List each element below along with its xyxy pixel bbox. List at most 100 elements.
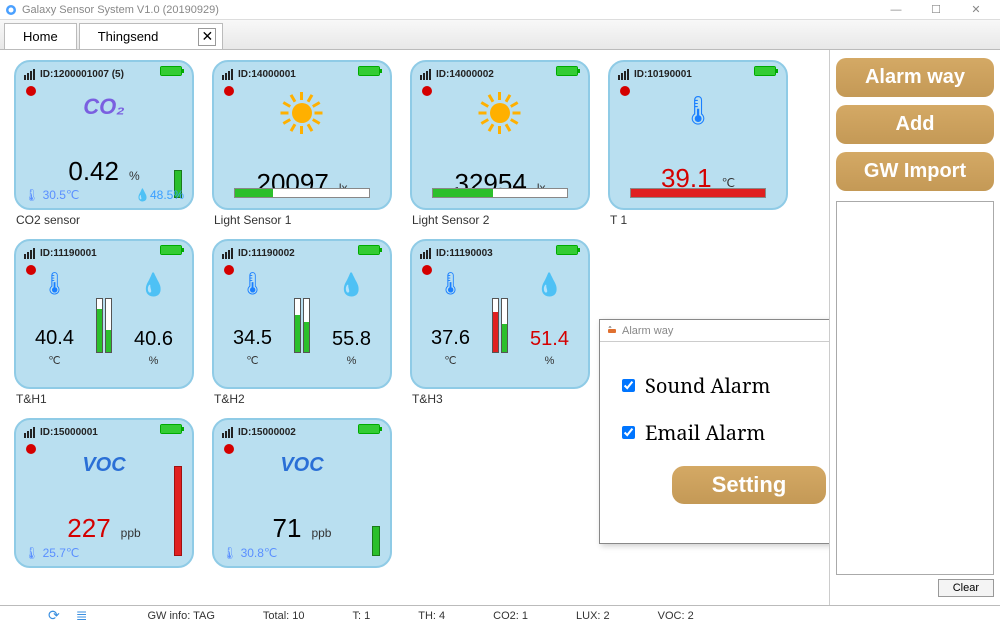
sensor-label: Light Sensor 2 [412,213,590,227]
sensor-id: ID:14000002 [436,69,494,80]
sensor-id: ID:11190002 [238,248,295,259]
hum-value: 40.6 [134,328,173,351]
sensor-label: CO2 sensor [16,213,194,227]
refresh-icon[interactable]: ⟳ [48,607,60,624]
tab-bar: Home Thingsend ✕ [0,20,1000,50]
sensor-card[interactable]: ID:11190002🌡34.5℃💧55.8% [212,239,392,389]
email-alarm-option[interactable]: Email Alarm [622,419,829,446]
temp-bar [294,298,301,353]
hum-bar [501,298,508,353]
sensor-card[interactable]: ID:1400000232954lx [410,60,590,210]
close-button[interactable]: ✕ [956,3,996,16]
thermometer-icon: 🌡 [35,271,74,297]
sensor-card[interactable]: ID:11190003🌡37.6℃💧51.4% [410,239,590,389]
sub-temp: 🌡 25.7℃ [24,546,79,560]
status-voc: VOC: 2 [658,610,694,622]
thermometer-icon: 🌡 [618,94,778,127]
sound-alarm-checkbox[interactable] [622,379,635,392]
email-alarm-label: Email Alarm [645,419,765,446]
battery-icon [160,66,182,76]
status-t: T: 1 [353,610,371,622]
status-dot-icon [26,86,36,96]
sound-alarm-option[interactable]: Sound Alarm [622,372,829,399]
tab-thingsend[interactable]: Thingsend ✕ [79,23,224,49]
status-lux: LUX: 2 [576,610,610,622]
sensor-id: ID:11190003 [436,248,493,259]
sound-alarm-label: Sound Alarm [645,372,770,399]
side-log-panel [836,201,994,575]
battery-icon [358,245,380,255]
hum-bar [105,298,112,353]
alarm-way-button[interactable]: Alarm way [836,58,994,97]
tab-home-label: Home [23,29,58,44]
sub-temp: 🌡 30.8℃ [222,546,277,560]
thermometer-icon: 🌡 [233,271,272,297]
sensor-id: ID:15000001 [40,427,98,438]
status-dot-icon [224,265,234,275]
temp-value: 37.6 [431,327,470,350]
thermometer-icon: 🌡 [431,271,470,297]
gw-import-button[interactable]: GW Import [836,152,994,191]
progress-bar [234,188,370,198]
sub-hum: 💧48.5% [135,188,184,202]
status-co2: CO2: 1 [493,610,528,622]
side-panel: Alarm way Add GW Import Clear [829,50,1000,605]
sensor-id: ID:10190001 [634,69,692,80]
sensor-label: T&H1 [16,392,194,406]
battery-icon [556,66,578,76]
sensor-type-label: VOC [222,454,382,477]
minimize-button[interactable]: — [876,4,916,16]
dialog-titlebar: Alarm way ✕ [600,320,829,342]
temp-value: 40.4 [35,327,74,350]
tab-home[interactable]: Home [4,23,77,49]
java-icon [606,323,618,338]
sensor-card[interactable]: ID:10190001🌡39.1℃ [608,60,788,210]
sensor-card[interactable]: ID:15000001VOC227ppb🌡 25.7℃ [14,418,194,568]
sensor-card[interactable]: ID:15000002VOC71ppb🌡 30.8℃ [212,418,392,568]
sensor-type-label: CO₂ [24,94,184,120]
status-dot-icon [422,265,432,275]
status-dot-icon [26,444,36,454]
sensor-value: 0.42% [24,156,184,187]
sensor-id: ID:14000001 [238,69,296,80]
sensor-label: T 1 [610,213,788,227]
status-dot-icon [422,86,432,96]
sensor-label: T&H3 [412,392,590,406]
temp-bar [492,298,499,353]
battery-icon [358,66,380,76]
status-bar: ⟳ ≣ GW info: TAG Total: 10 T: 1 TH: 4 CO… [0,605,1000,625]
sensor-card[interactable]: ID:1400000120097lx [212,60,392,210]
status-dot-icon [26,265,36,275]
sensor-value: 227ppb [24,513,184,544]
sensor-grid-area: ID:1200001007 (5) CO₂ 0.42%🌡 30.5℃ 💧48.5% CO… [0,50,829,605]
progress-bar [630,188,766,198]
sensor-label: Light Sensor 1 [214,213,392,227]
battery-icon [160,245,182,255]
temp-value: 34.5 [233,327,272,350]
maximize-button[interactable]: ☐ [916,3,956,16]
add-button[interactable]: Add [836,105,994,144]
sensor-id: ID:11190001 [40,248,97,259]
hum-bar [303,298,310,353]
sensor-id: ID:1200001007 (5) [40,69,124,80]
list-icon[interactable]: ≣ [76,607,88,624]
tab-thingsend-label: Thingsend [98,29,159,44]
sensor-card[interactable]: ID:11190001🌡40.4℃💧40.6% [14,239,194,389]
sensor-value: 71ppb [222,513,382,544]
temp-bar [96,298,103,353]
progress-bar [432,188,568,198]
dialog-title: Alarm way [622,325,673,337]
app-icon [4,3,18,17]
hum-value: 55.8 [332,328,371,351]
status-dot-icon [224,444,234,454]
window-title: Galaxy Sensor System V1.0 (20190929) [22,4,219,16]
sensor-card[interactable]: ID:1200001007 (5) CO₂ 0.42%🌡 30.5℃ 💧48.5% [14,60,194,210]
email-alarm-checkbox[interactable] [622,426,635,439]
hum-value: 51.4 [530,328,569,351]
sub-temp: 🌡 30.5℃ [24,188,79,202]
setting-button[interactable]: Setting [672,466,827,504]
tab-close-icon[interactable]: ✕ [198,28,216,46]
status-th: TH: 4 [418,610,445,622]
battery-icon [160,424,182,434]
clear-button[interactable]: Clear [938,579,994,597]
